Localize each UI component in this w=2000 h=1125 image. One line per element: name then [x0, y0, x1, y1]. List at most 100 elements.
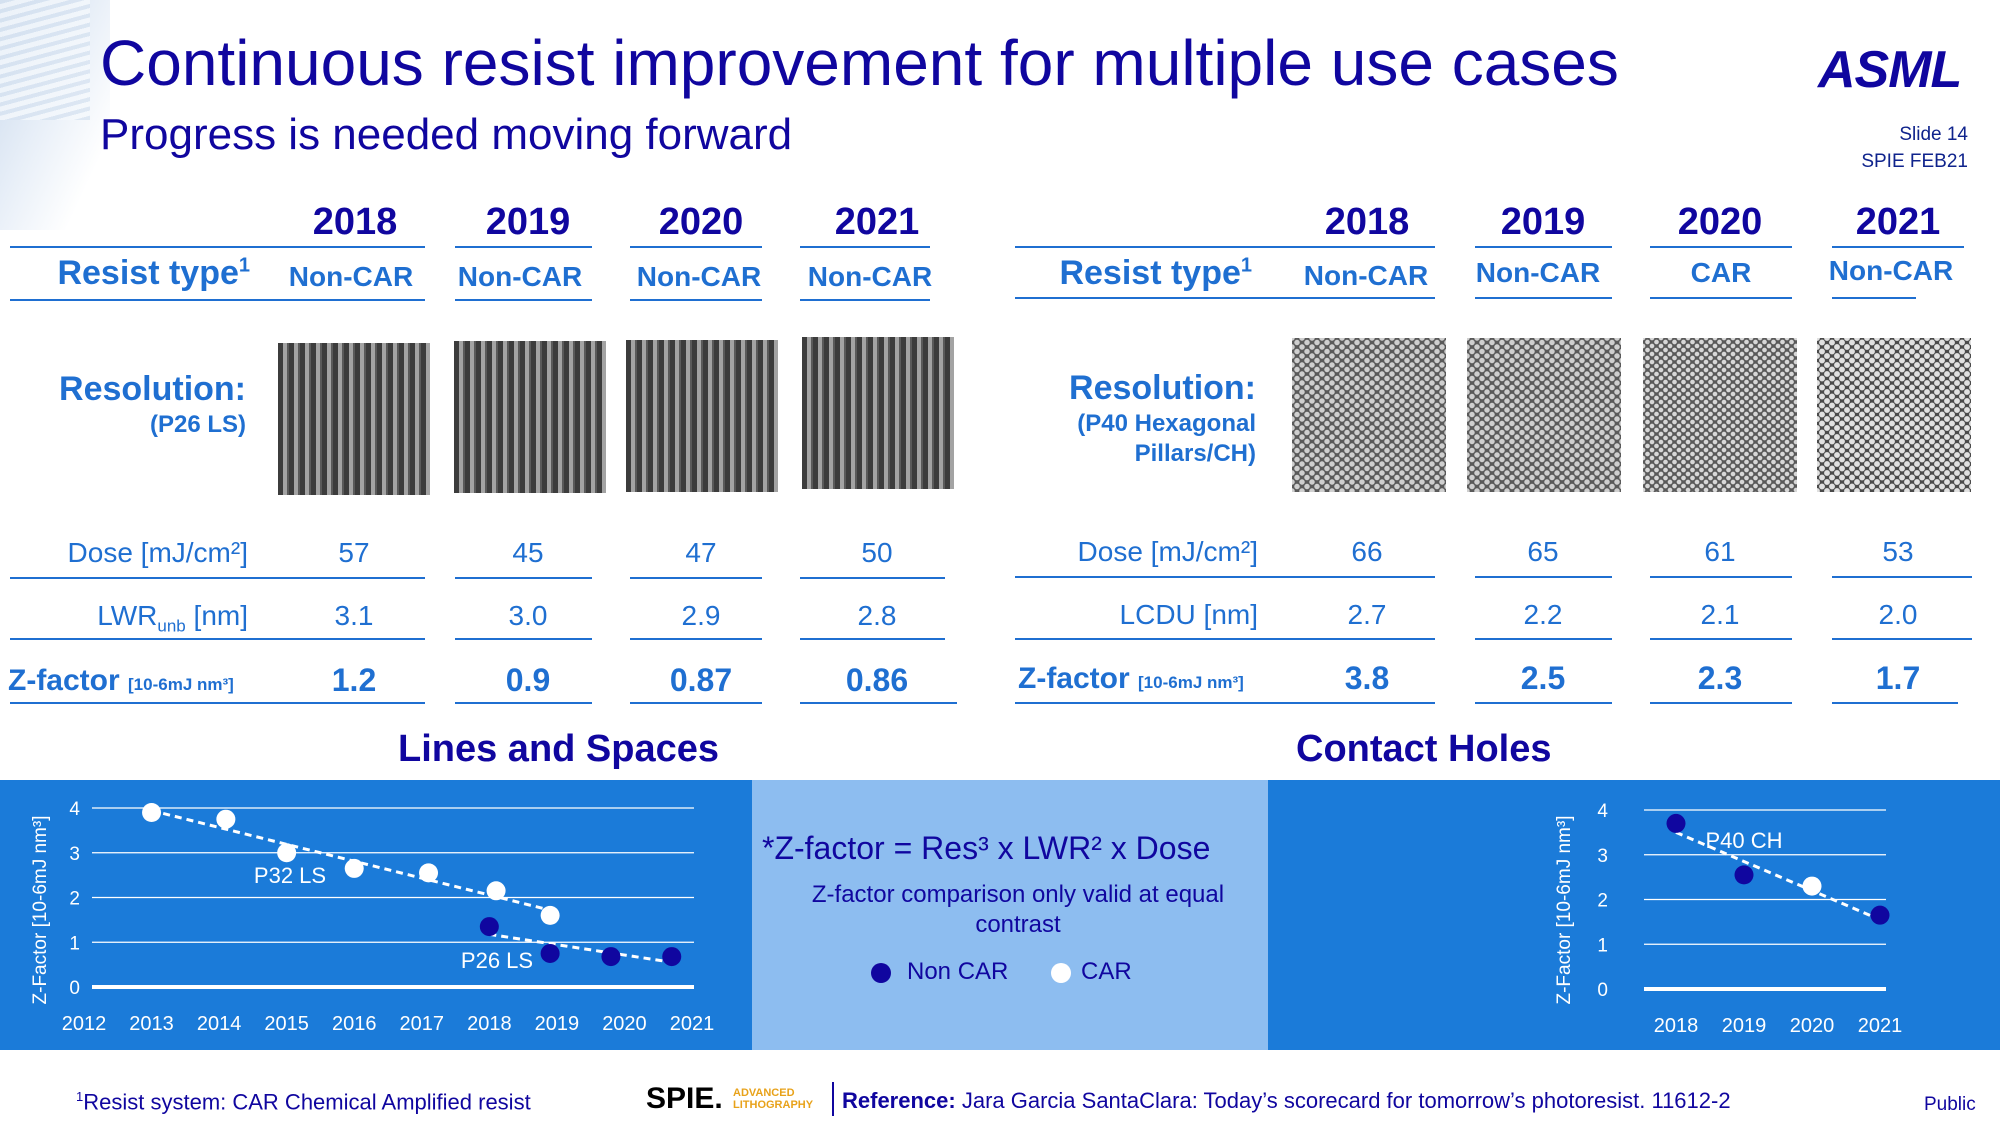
divider	[1832, 297, 1916, 299]
zfactor-label: Z-factor [10-6mJ nm³]	[1018, 662, 1244, 695]
data-point	[601, 947, 621, 967]
y-tick-label: 2	[1597, 891, 1608, 912]
divider	[800, 299, 930, 301]
resolution-sublabel: (P26 LS)	[149, 411, 246, 438]
lcdu-value: 2.7	[1347, 599, 1387, 630]
sem-image-lines-2020	[626, 340, 778, 492]
divider	[455, 638, 592, 640]
sem-image-lines-2018	[278, 343, 430, 495]
footnote: 1Resist system: CAR Chemical Amplified r…	[76, 1089, 531, 1115]
zfactor-formula: *Z-factor = Res³ x LWR² x Dose	[762, 830, 1211, 866]
divider	[1015, 297, 1435, 299]
lcdu-value: 2.2	[1523, 599, 1563, 630]
y-axis-label: Z-Factor [10-6mJ nm³]	[1554, 816, 1575, 1005]
resist-type-value: Non-CAR	[1303, 260, 1429, 291]
annotation-label: P32 LS	[254, 863, 326, 888]
divider	[800, 638, 945, 640]
year-header: 2019	[1500, 201, 1586, 243]
x-tick-label: 2017	[400, 1013, 445, 1035]
divider	[630, 246, 762, 248]
lcdu-label: LCDU [nm]	[1119, 599, 1258, 630]
data-point	[662, 947, 682, 967]
footer-separator	[832, 1082, 834, 1116]
lwr-value: 2.9	[681, 600, 721, 631]
section-title-lines-spaces: Lines and Spaces	[398, 728, 720, 770]
classification-label: Public	[1924, 1094, 1976, 1115]
slide-number: Slide 14	[1899, 124, 1968, 145]
resist-type-label: Resist type1	[57, 254, 250, 292]
divider	[1475, 246, 1612, 248]
zfactor-value: 0.86	[845, 662, 909, 698]
resolution-sublabel: (P40 Hexagonal	[1077, 410, 1256, 437]
sem-image-holes-2019	[1467, 338, 1621, 492]
lwr-value: 3.1	[334, 600, 374, 631]
zfactor-note: Z-factor comparison only valid at equal …	[811, 881, 1225, 938]
resist-type-value: Non-CAR	[1828, 255, 1954, 286]
divider	[455, 299, 592, 301]
reference: Reference: Jara Garcia SantaClara: Today…	[842, 1088, 1731, 1113]
resist-type-value: Non-CAR	[1475, 257, 1601, 288]
x-tick-label: 2020	[602, 1013, 647, 1035]
lines-spaces-chart: 0 1 2 3 4 2012 2013 2014 2015 2016 2017 2018 2019 202…	[30, 799, 714, 1035]
sem-image-holes-2020	[1643, 338, 1797, 492]
zfactor-value: 0.9	[505, 662, 551, 698]
sem-image-holes-2018	[1292, 338, 1446, 492]
divider	[1650, 246, 1792, 248]
data-point	[540, 905, 560, 925]
divider	[1650, 297, 1792, 299]
slide-date: SPIE FEB21	[1861, 151, 1968, 172]
divider	[1015, 638, 1435, 640]
y-tick-label: 4	[1597, 801, 1608, 822]
asml-logo: ASML	[1818, 41, 1962, 99]
dose-value: 66	[1351, 536, 1383, 567]
dose-value: 45	[512, 537, 544, 568]
data-point	[540, 943, 560, 963]
sem-image-lines-2019	[454, 341, 606, 493]
data-point	[419, 863, 439, 883]
formula-box	[752, 780, 1268, 1050]
dose-label: Dose [mJ/cm²]	[1077, 536, 1258, 567]
y-tick-label: 4	[69, 799, 80, 820]
year-header: 2019	[485, 201, 571, 243]
divider	[455, 702, 592, 704]
dose-label: Dose [mJ/cm²]	[67, 537, 248, 568]
data-point	[216, 809, 236, 829]
x-tick-label: 2015	[264, 1013, 309, 1035]
divider	[10, 702, 425, 704]
y-tick-label: 3	[1597, 846, 1608, 867]
year-header: 2021	[1855, 201, 1941, 243]
x-tick-label: 2014	[197, 1013, 242, 1035]
divider	[1650, 638, 1792, 640]
y-tick-label: 2	[69, 889, 80, 910]
zfactor-value: 1.7	[1875, 660, 1921, 696]
legend-car-label: CAR	[1081, 958, 1132, 985]
dose-value: 50	[861, 537, 893, 568]
year-header: 2021	[834, 201, 920, 243]
legend-noncar-label: Non CAR	[907, 958, 1009, 985]
sem-image-lines-2021	[802, 337, 954, 489]
data-point	[1734, 865, 1754, 885]
x-tick-label: 2021	[1858, 1015, 1903, 1037]
resolution-sublabel: Pillars/CH)	[1134, 440, 1256, 467]
divider	[1015, 702, 1435, 704]
data-point	[142, 802, 162, 822]
zfactor-label: Z-factor [10-6mJ nm³]	[8, 664, 234, 697]
divider	[1475, 576, 1612, 578]
lcdu-value: 2.1	[1700, 599, 1740, 630]
contact-holes-chart: 0 1 2 3 4 2018 2019 2020 2021 Z-Factor [10-6mJ nm…	[1554, 801, 1903, 1037]
divider	[630, 638, 762, 640]
zfactor-value: 1.2	[331, 662, 377, 698]
y-tick-label: 1	[1597, 935, 1608, 956]
lwr-label: LWRunb [nm]	[97, 600, 248, 636]
year-header: 2020	[1677, 201, 1763, 243]
y-tick-label: 0	[1597, 980, 1608, 1001]
divider	[1832, 638, 1972, 640]
dose-value: 61	[1704, 536, 1736, 567]
divider	[1832, 246, 1964, 248]
data-point	[1870, 905, 1890, 925]
divider	[10, 299, 425, 301]
x-tick-label: 2013	[129, 1013, 174, 1035]
divider	[10, 246, 425, 248]
divider	[1015, 246, 1435, 248]
divider	[10, 638, 425, 640]
